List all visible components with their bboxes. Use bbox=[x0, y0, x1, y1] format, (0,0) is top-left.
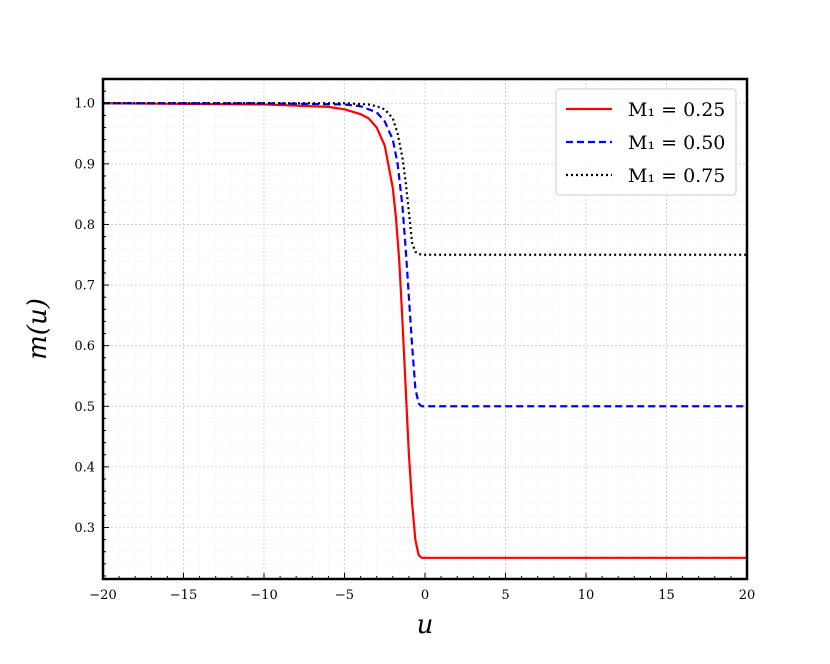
x-tick-label: 15 bbox=[658, 588, 675, 603]
x-tick-label: 0 bbox=[421, 588, 429, 603]
legend-entry: M₁ = 0.50 bbox=[628, 132, 725, 154]
x-tick-label: −20 bbox=[89, 588, 116, 603]
y-tick-label: 0.8 bbox=[74, 218, 95, 233]
y-tick-label: 0.5 bbox=[74, 400, 95, 415]
x-tick-label: 5 bbox=[501, 588, 509, 603]
y-tick-label: 0.3 bbox=[74, 521, 95, 536]
y-tick-label: 0.9 bbox=[74, 157, 95, 172]
y-tick-label: 0.6 bbox=[74, 339, 95, 354]
x-axis-label: u bbox=[417, 610, 434, 640]
x-tick-label: 10 bbox=[578, 588, 595, 603]
y-tick-label: 0.7 bbox=[74, 279, 95, 294]
legend: M₁ = 0.25 M₁ = 0.50 M₁ = 0.75 bbox=[555, 88, 737, 196]
legend-box bbox=[555, 88, 737, 196]
y-tick-label: 0.4 bbox=[74, 460, 95, 475]
y-tick-label: 1.0 bbox=[74, 97, 95, 112]
x-tick-label: −15 bbox=[170, 588, 197, 603]
y-axis-label: m(u) bbox=[23, 298, 53, 360]
series-line-1 bbox=[102, 102, 747, 559]
series-line-3 bbox=[103, 102, 747, 256]
legend-entry: M₁ = 0.25 bbox=[628, 99, 725, 121]
series-line-2 bbox=[103, 102, 747, 408]
x-tick-label: −10 bbox=[250, 588, 277, 603]
x-tick-label: 20 bbox=[739, 588, 756, 603]
ticks: −20 −15 −10 −5 0 5 10 15 20 0.3 0.4 0.5 0.6 0.7 0.8 0.9… bbox=[74, 78, 756, 603]
series-layer bbox=[102, 102, 747, 559]
legend-entry: M₁ = 0.75 bbox=[628, 165, 725, 187]
grid bbox=[102, 78, 748, 579]
x-tick-label: −5 bbox=[335, 588, 354, 603]
